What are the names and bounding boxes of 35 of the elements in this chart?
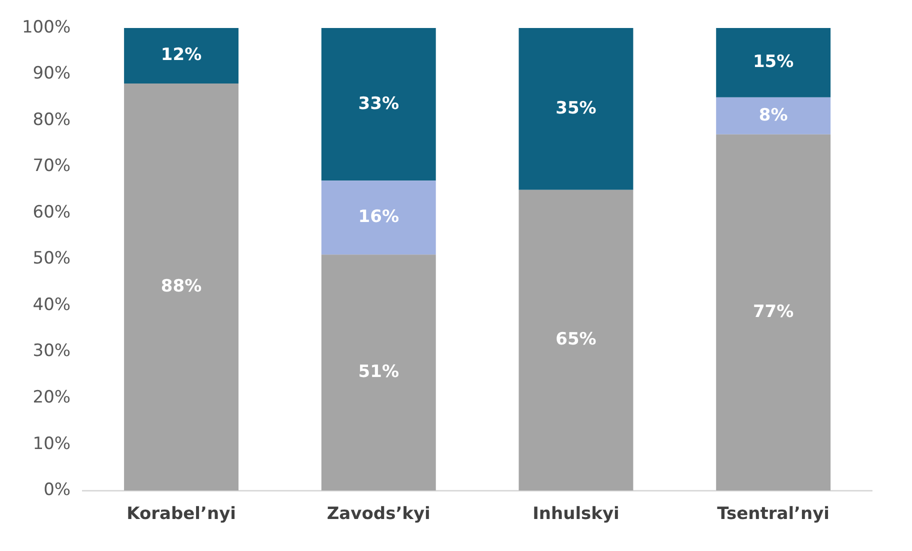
data-label: 8%	[758, 105, 788, 126]
bar	[124, 28, 239, 84]
data-label: 35%	[556, 98, 596, 118]
data-label: 77%	[752, 302, 794, 322]
data-label: 65%	[556, 330, 596, 350]
bar	[518, 190, 634, 491]
y-tick-label: 0%	[44, 480, 71, 500]
y-tick-label: 10%	[32, 434, 71, 454]
y-tick-label: 50%	[32, 248, 71, 269]
y-tick-label: 30%	[32, 341, 71, 362]
bar	[321, 254, 436, 491]
bar	[321, 28, 436, 181]
y-tick-label: 40%	[32, 294, 71, 315]
bar	[716, 97, 831, 134]
y-tick-label: 20%	[32, 388, 71, 408]
data-label: 88%	[160, 276, 202, 296]
y-tick-label: 70%	[32, 156, 71, 176]
x-tick-label: Inhulskyi	[532, 504, 620, 524]
y-tick-label: 80%	[32, 110, 71, 130]
y-tick-label: 100%	[22, 17, 71, 38]
x-tick-label: Korabel’nyi	[126, 504, 236, 524]
bar	[716, 134, 831, 491]
y-tick-label: 90%	[32, 64, 71, 84]
y-tick-label: 60%	[32, 202, 71, 222]
bar	[716, 28, 831, 98]
data-label: 15%	[752, 52, 794, 72]
data-label: 33%	[358, 94, 399, 114]
data-label: 16%	[358, 207, 399, 228]
x-tick-label: Tsentral’nyi	[717, 504, 830, 524]
bar	[518, 28, 634, 190]
bar	[124, 84, 239, 491]
data-label: 51%	[358, 362, 399, 382]
x-tick-label: Zavods’kyi	[326, 504, 430, 524]
data-label: 12%	[160, 45, 202, 66]
bar	[321, 180, 436, 255]
